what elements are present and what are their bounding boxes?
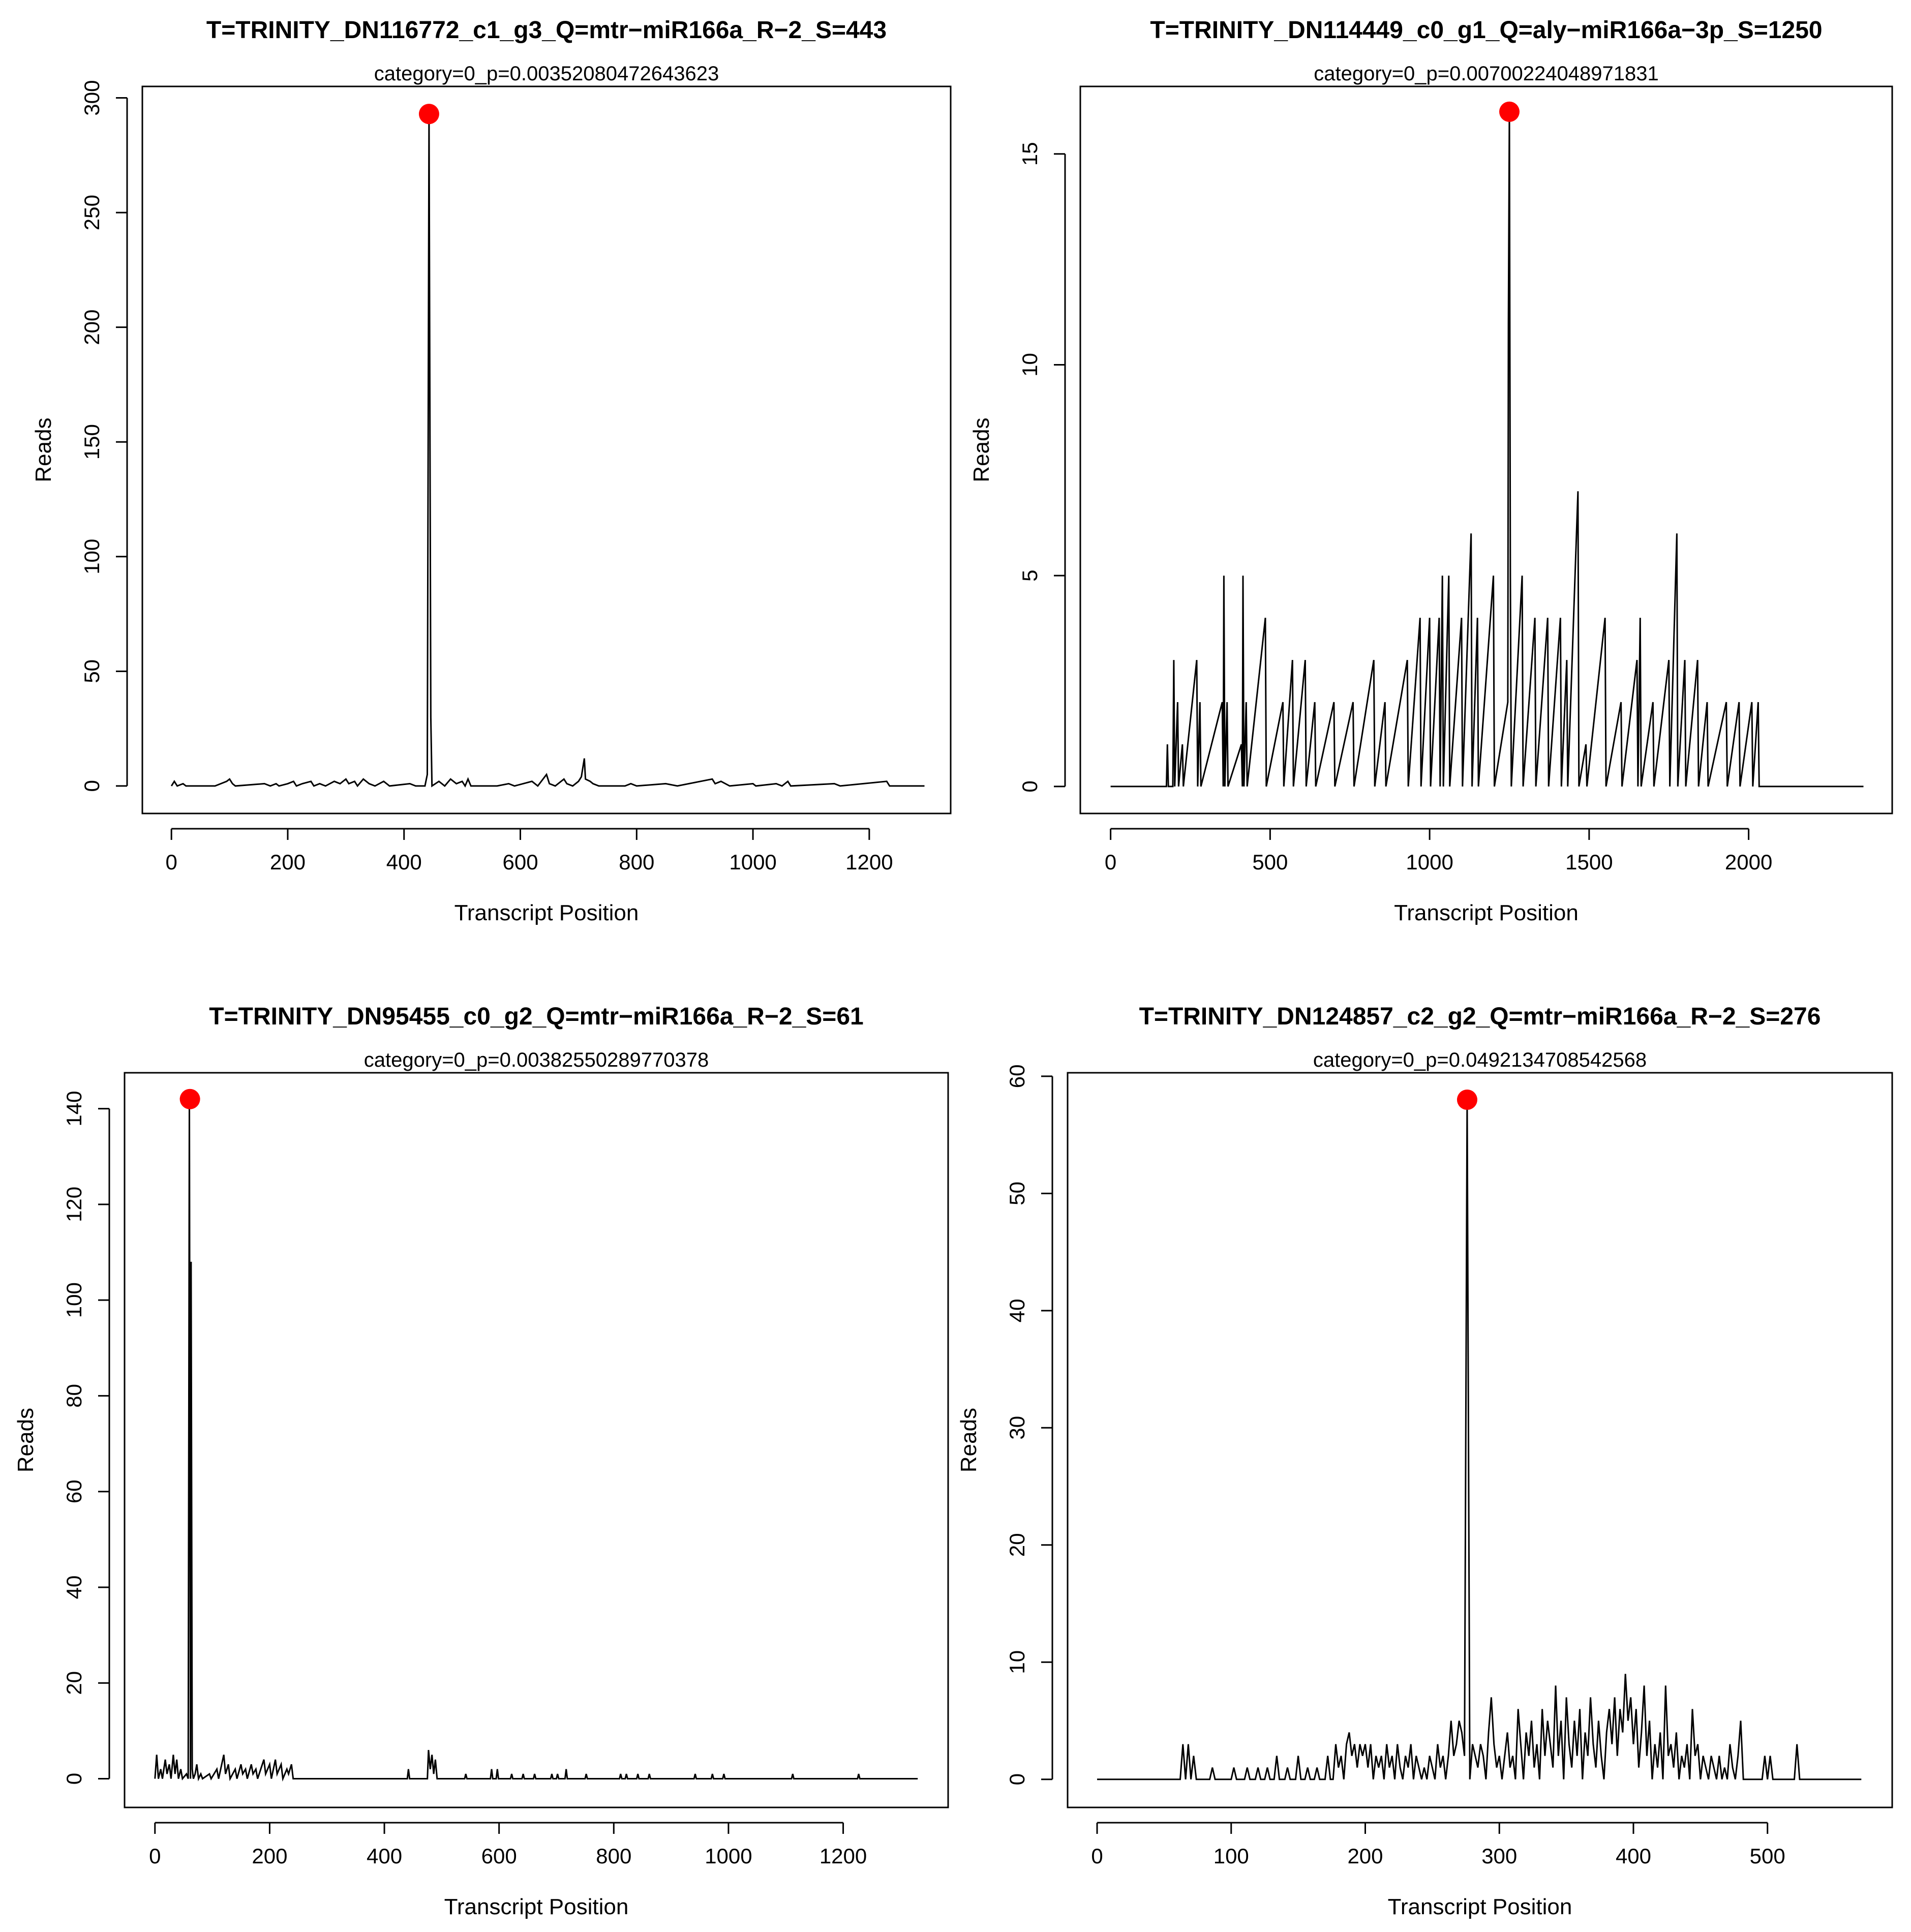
- x-axis-label: Transcript Position: [1388, 1894, 1572, 1919]
- reads-series-line: [154, 1099, 918, 1782]
- y-tick-label: 0: [62, 1773, 86, 1785]
- x-tick-label: 400: [367, 1844, 402, 1868]
- x-tick-label: 400: [386, 850, 422, 874]
- y-tick-label: 20: [62, 1671, 86, 1695]
- y-tick-label: 40: [62, 1576, 86, 1599]
- y-tick-label: 80: [62, 1384, 86, 1408]
- x-axis-label: Transcript Position: [1394, 900, 1579, 925]
- x-tick-label: 0: [166, 850, 177, 874]
- x-tick-label: 1000: [705, 1844, 752, 1868]
- y-tick-label: 140: [62, 1091, 86, 1127]
- y-tick-label: 50: [80, 659, 104, 683]
- reads-series-line: [170, 114, 925, 788]
- x-tick-label: 1200: [820, 1844, 867, 1868]
- x-tick-label: 600: [481, 1844, 517, 1868]
- x-tick-label: 1200: [845, 850, 893, 874]
- y-tick-label: 60: [62, 1480, 86, 1503]
- chart-title: T=TRINITY_DN116772_c1_g3_Q=mtr−miR166a_R…: [206, 17, 887, 44]
- y-tick-label: 300: [80, 80, 104, 116]
- x-tick-label: 500: [1252, 850, 1288, 874]
- chart-subtitle: category=0_p=0.00382550289770378: [364, 1049, 709, 1071]
- chart-subtitle: category=0_p=0.00700224048971831: [1314, 63, 1658, 85]
- y-tick-label: 0: [80, 780, 104, 792]
- y-tick-label: 10: [1018, 353, 1042, 377]
- y-tick-label: 0: [1018, 780, 1042, 792]
- chart-subtitle: category=0_p=0.00352080472643623: [374, 63, 719, 85]
- x-tick-label: 400: [1616, 1844, 1651, 1868]
- x-tick-label: 300: [1481, 1844, 1517, 1868]
- chart-panel-4: T=TRINITY_DN124857_c2_g2_Q=mtr−miR166a_R…: [956, 1003, 1893, 1919]
- x-tick-label: 600: [502, 850, 538, 874]
- plot-frame: [1067, 1072, 1893, 1808]
- chart-title: T=TRINITY_DN124857_c2_g2_Q=mtr−miR166a_R…: [1139, 1003, 1821, 1030]
- x-axis-label: Transcript Position: [444, 1894, 629, 1919]
- y-tick-label: 5: [1018, 570, 1042, 582]
- peak-marker: [1499, 101, 1520, 122]
- y-tick-label: 100: [62, 1282, 86, 1318]
- y-tick-label: 200: [80, 310, 104, 345]
- x-tick-label: 200: [270, 850, 306, 874]
- plots: T=TRINITY_DN116772_c1_g3_Q=mtr−miR166a_R…: [13, 17, 1893, 1919]
- plot-frame: [1079, 85, 1893, 814]
- chart-subtitle: category=0_p=0.0492134708542568: [1313, 1049, 1647, 1071]
- x-tick-label: 0: [1091, 1844, 1103, 1868]
- y-tick-label: 20: [1005, 1533, 1029, 1557]
- peak-marker: [418, 104, 439, 125]
- y-tick-label: 30: [1005, 1416, 1029, 1440]
- y-axis-label: Reads: [956, 1408, 981, 1472]
- y-tick-label: 15: [1018, 142, 1042, 166]
- y-tick-label: 50: [1005, 1182, 1029, 1205]
- chart-title: T=TRINITY_DN114449_c0_g1_Q=aly−miR166a−3…: [1150, 17, 1822, 44]
- y-tick-label: 250: [80, 195, 104, 230]
- x-tick-label: 1500: [1565, 850, 1613, 874]
- y-tick-label: 60: [1005, 1065, 1029, 1089]
- x-tick-label: 2000: [1725, 850, 1772, 874]
- y-axis-label: Reads: [13, 1408, 38, 1472]
- reads-series-line: [1110, 111, 1864, 788]
- x-tick-label: 1000: [1406, 850, 1453, 874]
- x-tick-label: 200: [1347, 1844, 1383, 1868]
- plot-frame: [141, 85, 952, 814]
- x-tick-label: 1000: [729, 850, 776, 874]
- y-axis-label: Reads: [969, 417, 994, 482]
- y-tick-label: 10: [1005, 1650, 1029, 1674]
- chart-panel-2: T=TRINITY_DN114449_c0_g1_Q=aly−miR166a−3…: [969, 17, 1893, 925]
- reads-series-line: [1097, 1099, 1862, 1780]
- chart-panel-1: T=TRINITY_DN116772_c1_g3_Q=mtr−miR166a_R…: [31, 17, 952, 925]
- peak-marker: [179, 1089, 200, 1109]
- plot-frame: [124, 1072, 949, 1808]
- x-tick-label: 800: [596, 1844, 631, 1868]
- x-tick-label: 100: [1214, 1844, 1249, 1868]
- peak-marker: [1457, 1090, 1477, 1110]
- x-tick-label: 800: [619, 850, 654, 874]
- x-tick-label: 0: [149, 1844, 161, 1868]
- x-tick-label: 200: [252, 1844, 287, 1868]
- chart-title: T=TRINITY_DN95455_c0_g2_Q=mtr−miR166a_R−…: [209, 1003, 863, 1030]
- x-tick-label: 0: [1105, 850, 1116, 874]
- y-tick-label: 150: [80, 424, 104, 460]
- y-tick-label: 0: [1005, 1773, 1029, 1785]
- y-tick-label: 40: [1005, 1299, 1029, 1322]
- chart-panel-3: T=TRINITY_DN95455_c0_g2_Q=mtr−miR166a_R−…: [13, 1003, 949, 1919]
- x-tick-label: 500: [1750, 1844, 1785, 1868]
- y-tick-label: 120: [62, 1187, 86, 1222]
- y-tick-label: 100: [80, 539, 104, 575]
- x-axis-label: Transcript Position: [454, 900, 639, 925]
- y-axis-label: Reads: [31, 417, 56, 482]
